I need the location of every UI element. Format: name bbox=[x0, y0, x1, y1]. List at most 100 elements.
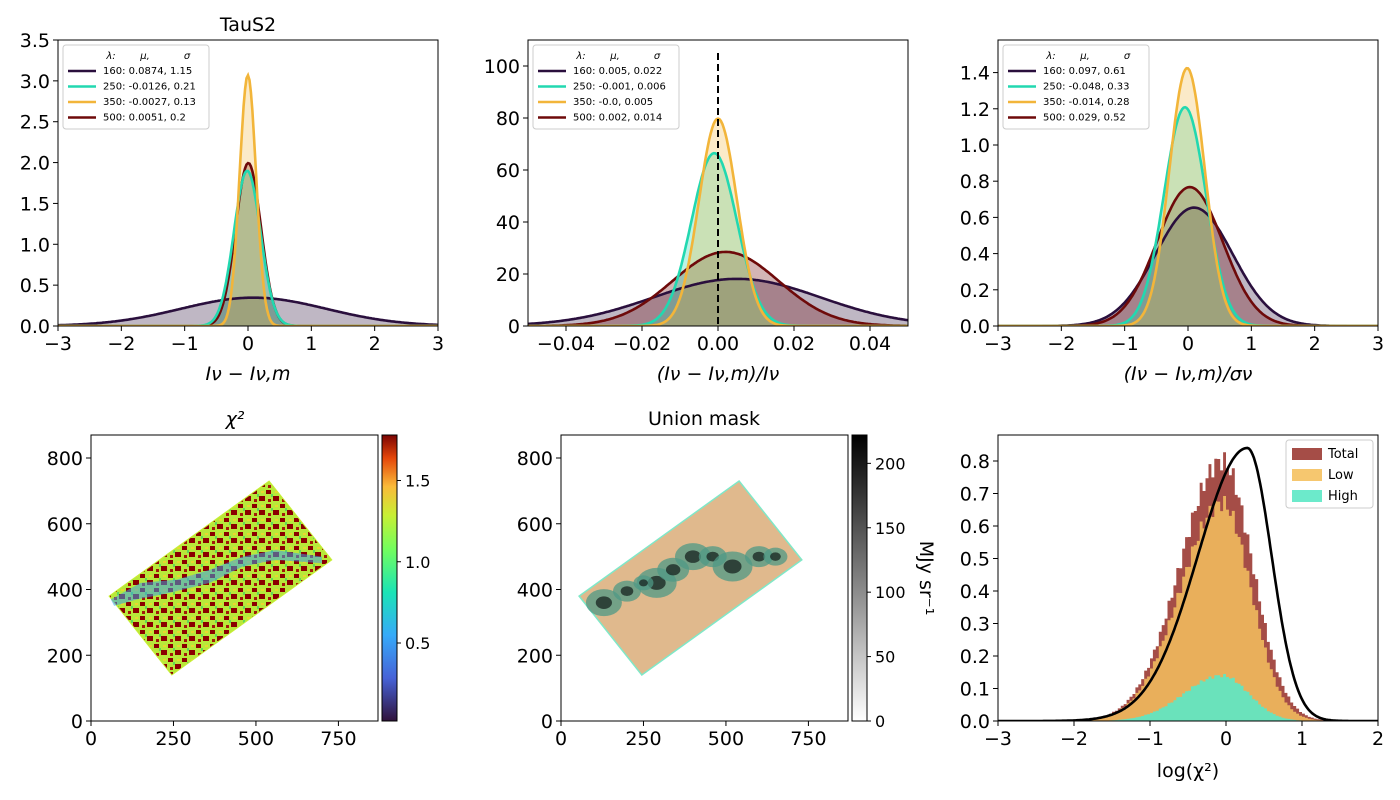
panel-2: −0.04 −0.02 0.00 0.02 0.04 0 20 40 60 80 100 (Iν −… bbox=[484, 39, 909, 385]
y-tick-label: 0.0 bbox=[960, 316, 990, 338]
y-tick-label: 400 bbox=[517, 580, 553, 602]
y-tick-label: 2.0 bbox=[20, 153, 50, 175]
y-tick-label: 60 bbox=[496, 160, 520, 182]
union-mask-region bbox=[578, 479, 803, 677]
y-tick-label: 0 bbox=[541, 711, 553, 733]
x-tick-label: 1 bbox=[1296, 728, 1308, 750]
legend-box bbox=[1002, 44, 1150, 130]
y-tick-label: 0.7 bbox=[960, 484, 990, 506]
y-tick-label: 0.2 bbox=[960, 646, 990, 668]
colorbar-tick-label: 1.0 bbox=[405, 553, 430, 572]
y-tick-label: 3.0 bbox=[20, 71, 50, 93]
colorbar-tick-label: 1.5 bbox=[405, 472, 430, 491]
panel-5-colorbar bbox=[851, 434, 868, 722]
x-tick-label: 0.02 bbox=[773, 333, 815, 355]
legend-entry: 350: -0.0027, 0.13 bbox=[103, 97, 196, 108]
legend-header: σ bbox=[1124, 51, 1131, 62]
hist-high bbox=[998, 674, 1378, 721]
panel-5-colorbar-label: MJy sr⁻¹ bbox=[915, 541, 937, 616]
x-tick-label: 3 bbox=[1372, 333, 1384, 355]
hist-fill-500 bbox=[998, 187, 1378, 326]
x-tick-label: 1 bbox=[1245, 333, 1257, 355]
legend-entry: 350: -0.014, 0.28 bbox=[1043, 97, 1130, 108]
x-tick-label: 0.04 bbox=[849, 333, 891, 355]
legend-header: λ: bbox=[105, 51, 115, 62]
y-tick-label: 0.3 bbox=[960, 614, 990, 636]
legend-header: σ bbox=[654, 51, 661, 62]
hist-fill-350 bbox=[998, 68, 1378, 326]
x-tick-label: 0 bbox=[1220, 728, 1232, 750]
y-tick-label: 0.0 bbox=[960, 711, 990, 733]
emission-core bbox=[620, 586, 634, 597]
y-tick-label: 0.0 bbox=[20, 316, 50, 338]
legend-header: μ, bbox=[139, 51, 150, 62]
y-tick-label: 3.5 bbox=[20, 30, 50, 52]
emission-core bbox=[665, 564, 681, 576]
gauss-line-160 bbox=[58, 296, 438, 326]
panel-1-xlabel: Iν − Iν,m bbox=[206, 363, 291, 385]
legend-header: μ, bbox=[1079, 51, 1090, 62]
hist-low bbox=[998, 496, 1378, 721]
x-tick-label: 750 bbox=[320, 728, 356, 750]
x-tick-label: 0.00 bbox=[697, 333, 739, 355]
y-tick-label: 20 bbox=[496, 264, 520, 286]
colorbar-tick-label: 0 bbox=[875, 712, 885, 731]
gauss-line-350 bbox=[998, 66, 1378, 326]
x-tick-label: 1 bbox=[305, 333, 317, 355]
x-tick-label: 750 bbox=[790, 728, 826, 750]
legend-entry: Total bbox=[1327, 447, 1358, 462]
panel-4: χ² 0 250 500 750 0 200 400 600 800 0.5 1.0 1.5 bbox=[47, 408, 431, 750]
chi2-low-filament bbox=[110, 550, 322, 606]
x-tick-label: −2 bbox=[1060, 728, 1088, 750]
gauss-line-350 bbox=[528, 117, 908, 326]
emission-core bbox=[684, 550, 702, 563]
x-tick-label: −2 bbox=[1047, 333, 1075, 355]
legend-swatch bbox=[1292, 469, 1322, 481]
gauss-line-250 bbox=[58, 169, 438, 326]
panel-6: −3 −2 −1 0 1 2 0.0 0.1 0.2 0.3 0.4 0.5 0.6 0.7 0.8 log… bbox=[960, 434, 1384, 782]
colorbar-tick-label: 150 bbox=[875, 519, 906, 538]
gauss-line-350 bbox=[58, 71, 438, 326]
legend-entry: 250: -0.001, 0.006 bbox=[573, 82, 666, 93]
y-tick-label: 0.6 bbox=[960, 207, 990, 229]
panel-3-xlabel: (Iν − Iν,m)/σν bbox=[1124, 363, 1253, 385]
legend-box bbox=[62, 44, 210, 130]
x-tick-label: −2 bbox=[107, 333, 135, 355]
emission-core bbox=[752, 551, 766, 562]
hist-fill-350 bbox=[58, 75, 438, 326]
hist-fill-250 bbox=[58, 171, 438, 326]
y-tick-label: 1.4 bbox=[960, 63, 990, 85]
legend-entry: 250: -0.0126, 0.21 bbox=[103, 82, 196, 93]
x-tick-label: −1 bbox=[171, 333, 199, 355]
hist-fill-160 bbox=[998, 207, 1378, 326]
gauss-line-160 bbox=[528, 277, 908, 326]
y-tick-label: 0.4 bbox=[960, 581, 990, 603]
x-tick-label: 2 bbox=[369, 333, 381, 355]
hist-fill-500 bbox=[58, 163, 438, 326]
y-tick-label: 800 bbox=[47, 448, 83, 470]
y-tick-label: 0 bbox=[508, 316, 520, 338]
y-tick-label: 1.5 bbox=[20, 193, 50, 215]
panel-4-colorbar bbox=[381, 434, 398, 722]
legend-entry: High bbox=[1328, 489, 1358, 504]
x-tick-label: −3 bbox=[984, 333, 1012, 355]
legend-header: λ: bbox=[1045, 51, 1055, 62]
x-tick-label: 500 bbox=[708, 728, 744, 750]
y-tick-label: 200 bbox=[517, 645, 553, 667]
panel-6-frame bbox=[997, 434, 1379, 722]
y-tick-label: 1.0 bbox=[20, 234, 50, 256]
y-tick-label: 800 bbox=[517, 448, 553, 470]
y-tick-label: 80 bbox=[496, 108, 520, 130]
panel-3: −3 −2 −1 0 1 2 3 0.0 0.2 0.4 0.6 0.8 1.0 1.2 1.4 (Iν −… bbox=[960, 39, 1384, 385]
y-tick-label: 0.4 bbox=[960, 244, 990, 266]
hist-fill-160 bbox=[58, 297, 438, 326]
y-tick-label: 40 bbox=[496, 212, 520, 234]
x-tick-label: −3 bbox=[984, 728, 1012, 750]
y-tick-label: 0.2 bbox=[960, 280, 990, 302]
legend-entry: 160: 0.0874, 1.15 bbox=[103, 66, 192, 77]
x-tick-label: 3 bbox=[432, 333, 444, 355]
legend-header: μ, bbox=[609, 51, 620, 62]
hist-fill-250 bbox=[998, 107, 1378, 326]
panel-5: Union mask 0 250 500 750 0 200 400 600 800 0 50 10… bbox=[517, 408, 937, 750]
